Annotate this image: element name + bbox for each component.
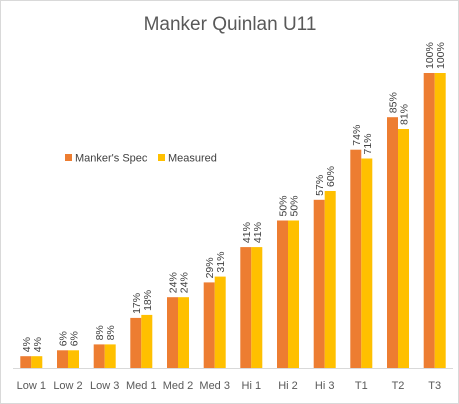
bar-measured-2: [104, 344, 116, 368]
data-label-measured-10: 81%: [399, 104, 411, 125]
x-tick-label-5: Med 3: [199, 380, 230, 392]
bar-measured-10: [398, 129, 409, 368]
data-label-spec-9: 74%: [351, 125, 363, 146]
bar-measured-7: [288, 220, 299, 368]
bar-measured-3: [141, 314, 153, 368]
bar-spec-9: [350, 149, 362, 368]
x-tick-label-10: T2: [392, 380, 405, 392]
bar-measured-4: [178, 297, 189, 368]
bar-spec-4: [167, 297, 178, 368]
x-tick-labels-group: Low 1 Low 2 Low 3 Med 1 Med 2 Med 3 Hi 1 Hi 2 Hi…: [17, 380, 442, 392]
data-label-measured-6: 41%: [252, 222, 264, 243]
x-tick-label-1: Low 2: [53, 380, 82, 392]
legend-label-spec: Manker's Spec: [75, 153, 148, 165]
data-label-spec-8: 57%: [314, 175, 326, 196]
bar-measured-0: [31, 356, 43, 368]
data-label-spec-11: 100%: [424, 42, 436, 69]
bar-spec-11: [423, 73, 435, 368]
bar-measured-9: [361, 158, 373, 368]
x-tick-label-11: T3: [428, 380, 441, 392]
bar-measured-8: [324, 191, 336, 368]
bar-measured-1: [68, 350, 79, 368]
bar-spec-1: [57, 350, 68, 368]
bar-spec-3: [130, 317, 142, 369]
chart-title: Manker Quinlan U11: [144, 14, 317, 35]
x-tick-label-8: Hi 3: [315, 380, 335, 392]
data-label-spec-1: 6%: [58, 331, 70, 346]
data-label-measured-0: 4%: [32, 337, 44, 352]
x-tick-label-3: Med 1: [126, 380, 157, 392]
data-label-measured-2: 8%: [105, 325, 117, 340]
legend: Manker's Spec Measured: [65, 153, 217, 165]
data-labels-group: 4% 4% 6% 6% 8% 8%17% 18%24% 24%29% 31%41%41%50% 5…: [21, 42, 447, 352]
legend-swatch-measured: [158, 154, 165, 161]
bar-spec-5: [203, 282, 215, 368]
bar-measured-6: [251, 247, 263, 369]
x-tick-label-0: Low 1: [17, 380, 46, 392]
data-label-measured-11: 100%: [435, 42, 447, 69]
data-label-measured-5: 31%: [215, 252, 227, 273]
data-label-spec-10: 85%: [388, 92, 400, 113]
data-label-spec-6: 41%: [241, 222, 253, 243]
bar-measured-11: [434, 73, 446, 368]
data-label-measured-8: 60%: [325, 166, 337, 187]
legend-label-measured: Measured: [168, 153, 217, 165]
bar-spec-7: [277, 220, 288, 368]
bar-measured-5: [214, 276, 226, 369]
data-label-spec-2: 8%: [94, 325, 106, 340]
data-label-measured-9: 71%: [362, 133, 374, 154]
data-label-measured-1: 6%: [69, 331, 81, 346]
bar-spec-8: [313, 199, 325, 368]
bar-spec-6: [240, 247, 252, 369]
bar-spec-10: [387, 117, 398, 368]
data-label-spec-3: 17%: [131, 293, 143, 314]
legend-swatch-spec: [65, 154, 72, 161]
data-label-spec-4: 24%: [168, 272, 180, 293]
bar-spec-0: [20, 356, 32, 368]
x-tick-label-9: T1: [355, 380, 368, 392]
x-tick-label-7: Hi 2: [278, 380, 298, 392]
x-tick-label-4: Med 2: [163, 380, 194, 392]
data-label-measured-3: 18%: [142, 290, 154, 311]
x-tick-label-2: Low 3: [90, 380, 119, 392]
bar-spec-2: [93, 344, 105, 368]
data-label-measured-4: 24%: [179, 272, 191, 293]
data-label-measured-7: 50%: [289, 195, 301, 216]
data-label-spec-7: 50%: [278, 195, 290, 216]
data-label-spec-5: 29%: [204, 257, 216, 278]
bars-group: [20, 73, 446, 369]
data-label-spec-0: 4%: [21, 337, 33, 352]
x-tick-label-6: Hi 1: [242, 380, 262, 392]
